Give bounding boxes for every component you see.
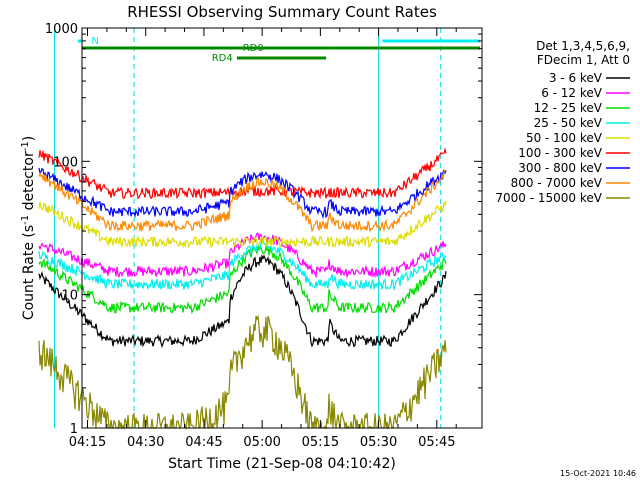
series-line: [38, 253, 447, 349]
flags-group: N RD0 RD4: [77, 36, 480, 64]
series-line: [38, 232, 447, 279]
y-tick-label: 100: [53, 155, 78, 170]
legend-label: 300 - 800 keV: [518, 161, 602, 175]
series-line: [38, 167, 447, 220]
legend-label: 50 - 100 keV: [526, 131, 603, 145]
series-line: [38, 240, 447, 292]
flag-rd0-label: RD0: [243, 43, 264, 54]
footer-date: 15-Oct-2021 10:46: [560, 469, 636, 478]
series-line: [38, 169, 447, 234]
series-line: [38, 200, 447, 250]
x-tick-label: 04:30: [127, 435, 164, 450]
legend-header-line-1: Det 1,3,4,5,6,9,: [536, 39, 630, 53]
x-tick-label: 05:45: [418, 435, 455, 450]
chart-title: RHESSI Observing Summary Count Rates: [127, 3, 437, 21]
axes-group: 1 10 100 1000 04:15 04:30 04:45 05:00 05:15 05:30…: [45, 22, 482, 450]
legend-label: 800 - 7000 keV: [511, 176, 603, 190]
flag-night-label: N: [91, 36, 98, 47]
series-group: [38, 147, 447, 431]
x-tick-label: 05:00: [243, 435, 280, 450]
y-tick-label: 10: [61, 289, 78, 304]
x-tick-label: 05:30: [360, 435, 397, 450]
legend-label: 6 - 12 keV: [541, 86, 603, 100]
legend: Det 1,3,4,5,6,9, FDecim 1, Att 0 3 - 6 k…: [495, 39, 630, 205]
x-axis-label: Start Time (21-Sep-08 04:10:42): [168, 456, 396, 472]
y-tick-label: 1: [70, 422, 78, 437]
y-axis-label: Count Rate (s-1 detector-1): [20, 136, 37, 320]
legend-label: 3 - 6 keV: [549, 71, 603, 85]
flag-rd4-label: RD4: [212, 53, 233, 64]
legend-label: 7000 - 15000 keV: [495, 191, 602, 205]
y-tick-label: 1000: [45, 22, 78, 37]
series-line: [38, 147, 447, 200]
series-line: [38, 245, 447, 315]
x-tick-label: 05:15: [302, 435, 339, 450]
legend-header-line-2: FDecim 1, Att 0: [537, 53, 630, 67]
legend-label: 25 - 50 keV: [534, 116, 603, 130]
legend-label: 12 - 25 keV: [534, 101, 603, 115]
x-tick-label: 04:45: [185, 435, 222, 450]
legend-label: 100 - 300 keV: [518, 146, 602, 160]
x-tick-label: 04:15: [69, 435, 106, 450]
